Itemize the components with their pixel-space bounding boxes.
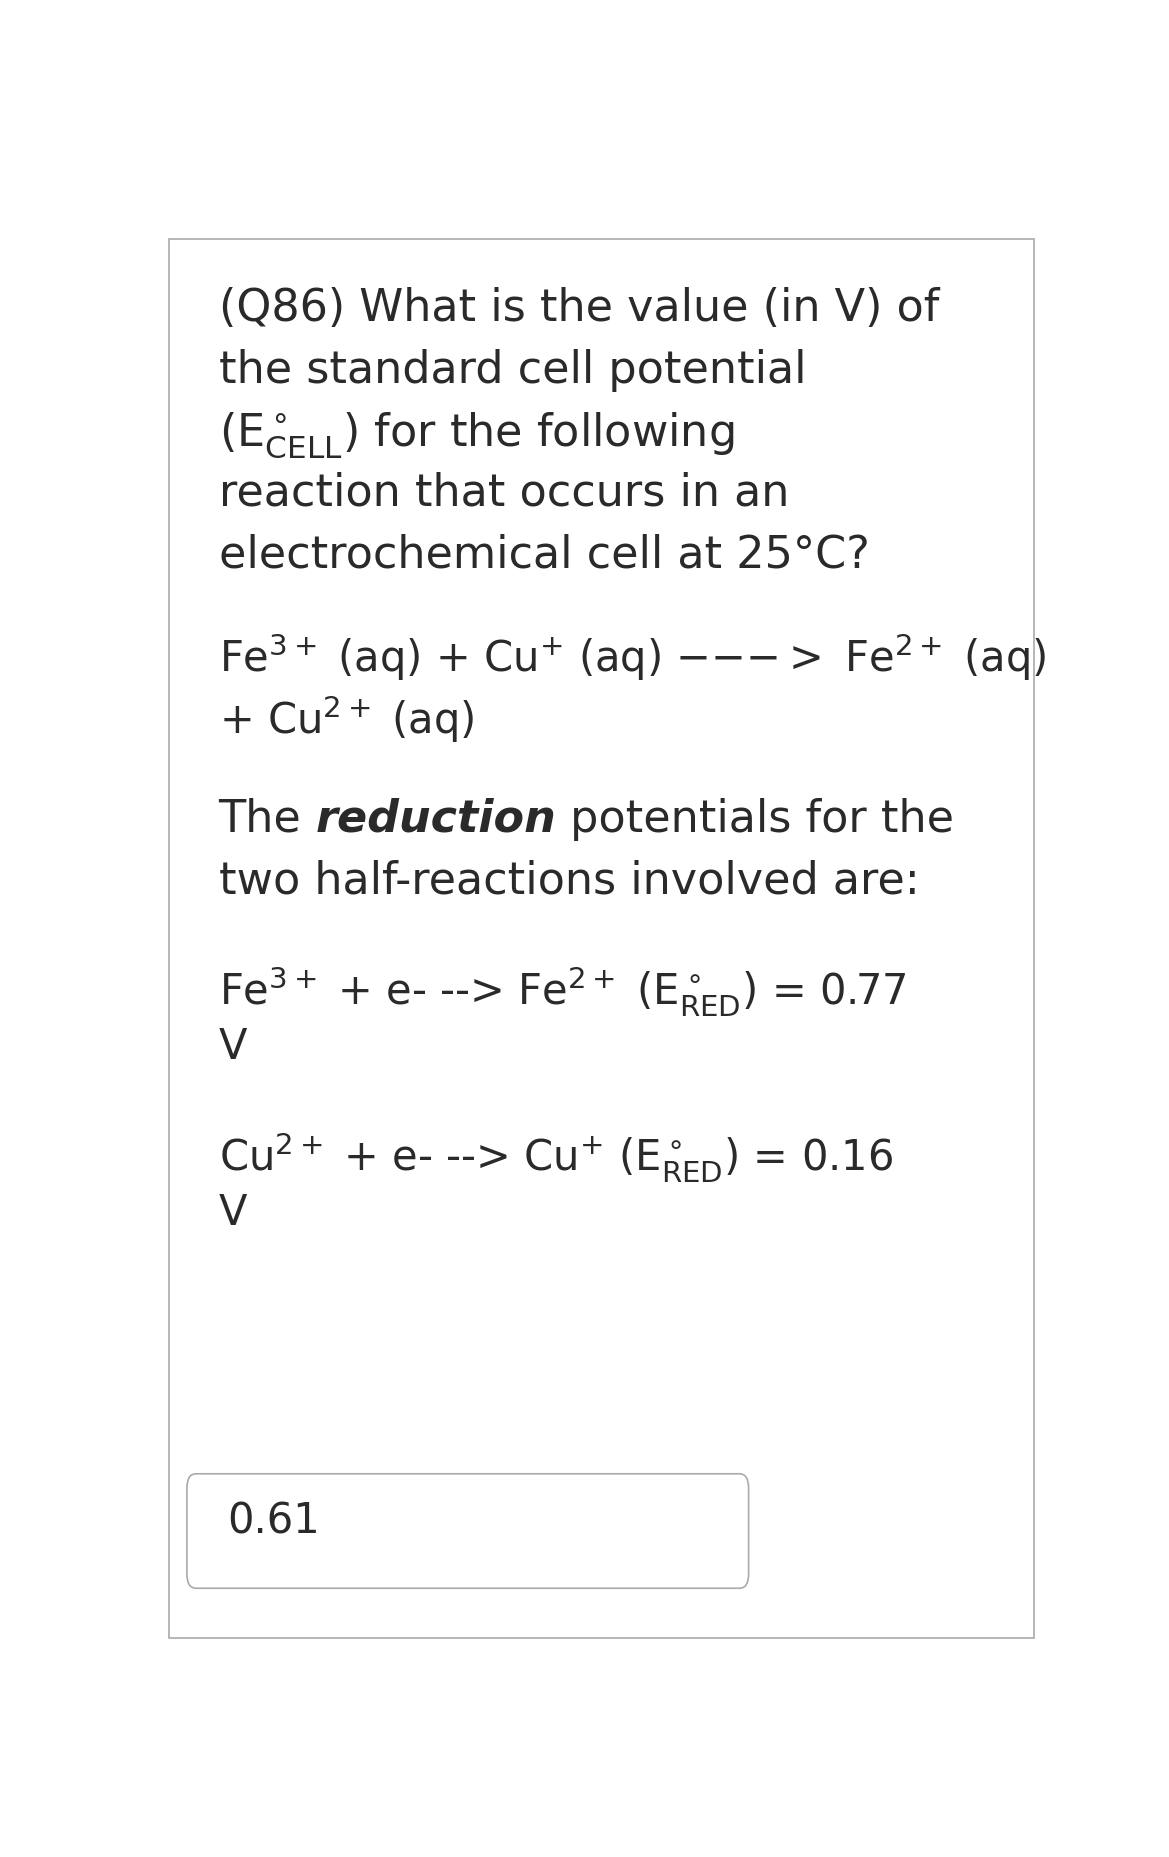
FancyBboxPatch shape xyxy=(168,240,1035,1638)
Text: Fe$^{3+}$ (aq) + Cu$^{+}$ (aq) $\mathsf{-{-}{-}>}$ Fe$^{2+}$ (aq): Fe$^{3+}$ (aq) + Cu$^{+}$ (aq) $\mathsf{… xyxy=(219,631,1046,683)
FancyBboxPatch shape xyxy=(187,1474,748,1588)
Text: electrochemical cell at 25°C?: electrochemical cell at 25°C? xyxy=(219,533,870,576)
Text: (Q86) What is the value (in V) of: (Q86) What is the value (in V) of xyxy=(219,288,939,331)
Text: The: The xyxy=(219,797,316,841)
Text: reduction: reduction xyxy=(316,797,556,841)
Text: (E$^\circ_{\mathregular{CELL}}$) for the following: (E$^\circ_{\mathregular{CELL}}$) for the… xyxy=(219,410,734,459)
Text: V: V xyxy=(219,1025,247,1068)
Text: reaction that occurs in an: reaction that occurs in an xyxy=(219,472,789,514)
Text: Cu$^{2+}$ + e- --> Cu$^{+}$ (E$^\circ_{\mathregular{RED}}$) = 0.16: Cu$^{2+}$ + e- --> Cu$^{+}$ (E$^\circ_{\… xyxy=(219,1129,893,1183)
Text: V: V xyxy=(219,1190,247,1233)
Text: 0.61: 0.61 xyxy=(228,1500,320,1541)
Text: the standard cell potential: the standard cell potential xyxy=(219,349,807,392)
Text: two half-reactions involved are:: two half-reactions involved are: xyxy=(219,860,920,903)
Text: Fe$^{3+}$ + e- --> Fe$^{2+}$ (E$^\circ_{\mathregular{RED}}$) = 0.77: Fe$^{3+}$ + e- --> Fe$^{2+}$ (E$^\circ_{… xyxy=(219,964,906,1018)
Text: potentials for the: potentials for the xyxy=(556,797,954,841)
Text: + Cu$^{2+}$ (aq): + Cu$^{2+}$ (aq) xyxy=(219,693,475,745)
